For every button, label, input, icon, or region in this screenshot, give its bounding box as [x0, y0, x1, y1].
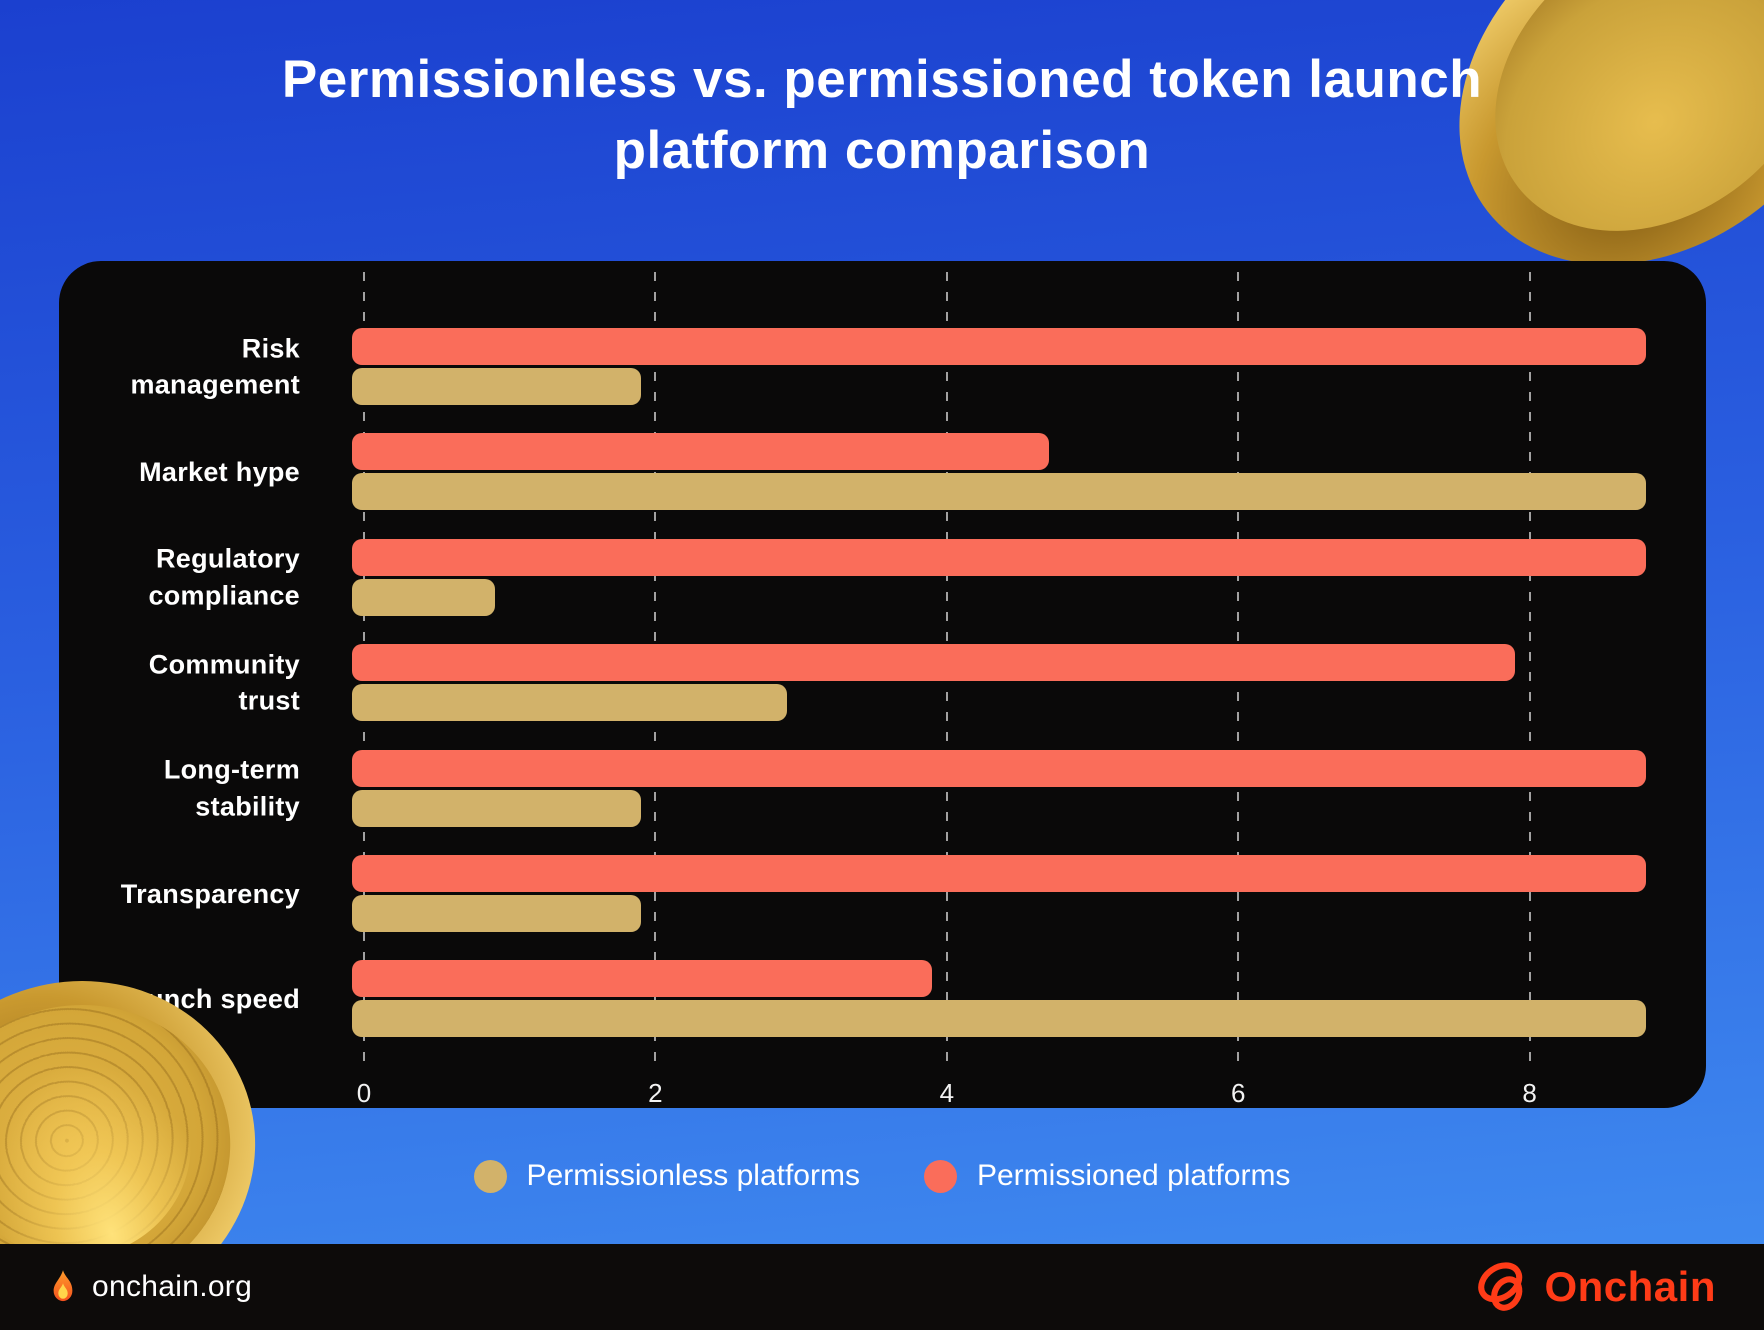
chart-legend: Permissionless platforms Permissioned pla…: [0, 1152, 1764, 1200]
category-label: Regulatory compliance: [148, 543, 300, 611]
bar-permissionless: [352, 578, 496, 616]
bar-permissioned: [352, 749, 1647, 787]
onchain-logo: Onchain: [1474, 1259, 1716, 1315]
legend-dot: [473, 1159, 507, 1193]
x-tick-label: 8: [1522, 1078, 1537, 1108]
bar-permissioned: [352, 433, 1049, 471]
legend-label: Permissionless platforms: [526, 1159, 860, 1192]
page-title: Permissionless vs. permissioned token la…: [0, 44, 1764, 186]
flame-icon: [53, 1270, 73, 1302]
category-label: Community trust: [148, 649, 300, 716]
bar-permissionless: [352, 684, 787, 722]
category-label: Market hype: [139, 456, 300, 487]
bar-permissionless: [352, 368, 641, 405]
footer-bar: onchain.org Onchain: [0, 1244, 1764, 1330]
title-line-2: platform comparison: [613, 121, 1151, 180]
category-label: Transparency: [120, 878, 300, 909]
bar-permissioned: [352, 538, 1647, 576]
bar-permissioned: [352, 328, 1647, 365]
category-label: Long-term stability: [163, 754, 300, 822]
category-label: Risk management: [130, 333, 300, 400]
onchain-logo-text: Onchain: [1544, 1263, 1716, 1310]
bar-permissionless: [352, 473, 1647, 511]
title-line-1: Permissionless vs. permissioned token la…: [281, 50, 1483, 109]
legend-item: Permissioned platforms: [923, 1159, 1291, 1193]
legend-label: Permissioned platforms: [976, 1159, 1291, 1192]
bar-permissionless: [352, 1000, 1647, 1038]
bar-permissioned: [352, 855, 1647, 892]
onchain-knot-icon: [1478, 1262, 1523, 1311]
bar-permissioned: [352, 960, 933, 998]
legend-item: Permissionless platforms: [473, 1159, 860, 1193]
x-tick-label: 4: [939, 1078, 955, 1108]
bar-permissionless: [352, 789, 641, 827]
x-tick-label: 0: [356, 1078, 372, 1108]
bar-permissioned: [352, 644, 1516, 682]
x-gridline: [1528, 272, 1531, 1066]
site-label: onchain.org: [92, 1270, 253, 1303]
x-tick-label: 2: [648, 1078, 663, 1108]
x-tick-label: 6: [1230, 1078, 1246, 1108]
site-credit: onchain.org: [48, 1268, 252, 1306]
bar-permissionless: [352, 895, 641, 932]
legend-dot: [923, 1159, 957, 1193]
